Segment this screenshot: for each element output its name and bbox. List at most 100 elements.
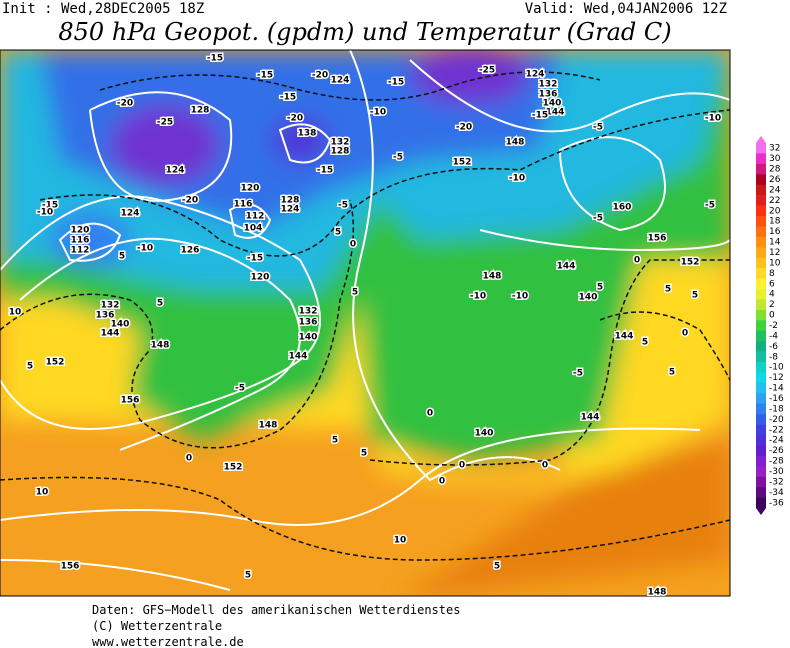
geopotential-label: 116	[234, 200, 253, 210]
geopotential-label: 116	[71, 236, 90, 246]
geopotential-label: 136	[96, 311, 115, 321]
geopotential-label: 156	[61, 562, 80, 572]
temperature-label: 0	[439, 477, 445, 487]
geopotential-label: 136	[299, 318, 318, 328]
temperature-label: -25	[157, 118, 173, 128]
temperature-label: 5	[642, 338, 648, 348]
colorbar-label: -10	[769, 363, 784, 373]
footer-line: Daten: GFS−Modell des amerikanischen Wet…	[92, 603, 460, 617]
colorbar-swatch	[756, 403, 766, 415]
temperature-label: 5	[692, 291, 698, 301]
colorbar-swatch	[756, 372, 766, 384]
temperature-label: 5	[335, 228, 341, 238]
colorbar-swatch	[756, 455, 766, 467]
colorbar-label: 12	[769, 248, 780, 258]
colorbar-swatch	[756, 424, 766, 436]
geopotential-label: 144	[615, 332, 634, 342]
temperature-label: 5	[119, 252, 125, 262]
geopotential-label: 148	[483, 272, 502, 282]
geopotential-label: 120	[251, 273, 270, 283]
temperature-label: -5	[393, 153, 403, 163]
colorbar-label: -22	[769, 425, 784, 435]
geopotential-label: 140	[579, 293, 598, 303]
temperature-label: 10	[9, 308, 22, 318]
temperature-label: -15	[207, 54, 223, 64]
temperature-label: -10	[705, 114, 721, 124]
geopotential-label: 120	[241, 184, 260, 194]
colorbar-swatch	[756, 351, 766, 363]
temperature-label: -20	[182, 196, 198, 206]
temperature-label: 5	[361, 449, 367, 459]
temperature-label: 5	[245, 571, 251, 581]
geopotential-label: 140	[475, 429, 494, 439]
temperature-label: -5	[705, 201, 715, 211]
temperature-label: 5	[352, 288, 358, 298]
temperature-label: -5	[338, 201, 348, 211]
colorbar-label: -26	[769, 446, 784, 456]
temperature-label: -10	[370, 108, 386, 118]
colorbar-label: 2	[769, 300, 775, 310]
temperature-label: -25	[479, 66, 495, 76]
geopotential-label: 138	[298, 129, 317, 139]
map-frame	[0, 49, 731, 597]
geopotential-label: 112	[71, 246, 90, 256]
colorbar-swatch	[756, 476, 766, 488]
geopotential-label: 124	[121, 209, 140, 219]
colorbar-label: -34	[769, 488, 784, 498]
temperature-label: 0	[634, 256, 640, 266]
colorbar-swatch	[756, 247, 766, 259]
temperature-label: 0	[350, 240, 356, 250]
geopotential-label: 124	[331, 76, 350, 86]
colorbar-label: -36	[769, 498, 784, 508]
colorbar-label: 30	[769, 154, 781, 164]
colorbar-swatch	[756, 268, 766, 279]
temperature-label: -20	[117, 99, 133, 109]
geopotential-label: 156	[648, 234, 667, 244]
temperature-label: -15	[247, 254, 263, 264]
colorbar-label: -16	[769, 394, 784, 404]
temperature-label: 0	[542, 461, 548, 471]
footer-line: (C) Wetterzentrale	[92, 619, 222, 633]
geopotential-label: 124	[166, 166, 185, 176]
geopotential-label: 132	[539, 80, 558, 90]
colorbar-label: -32	[769, 477, 784, 487]
geopotential-label: 144	[546, 108, 565, 118]
colorbar-label: 32	[769, 144, 780, 154]
colorbar-label: -4	[769, 331, 778, 341]
temperature-label: -15	[532, 111, 548, 121]
geopotential-label: 128	[191, 106, 210, 116]
geopotential-label: 120	[71, 226, 90, 236]
colorbar-label: 26	[769, 175, 781, 185]
colorbar-swatch	[756, 466, 766, 478]
temperature-label: -10	[470, 292, 486, 302]
colorbar-swatch	[756, 257, 766, 269]
colorbar-label: 6	[769, 279, 775, 289]
colorbar-swatch	[756, 341, 766, 352]
temperature-label: 0	[459, 461, 465, 471]
colorbar-swatch	[756, 382, 766, 394]
colorbar-label: -28	[769, 457, 784, 467]
colorbar-swatch	[756, 330, 766, 342]
geopotential-label: 104	[244, 224, 263, 234]
colorbar-swatch	[756, 143, 766, 154]
geopotential-label: 128	[331, 147, 350, 157]
temperature-label: 5	[332, 436, 338, 446]
geopotential-label: 148	[506, 138, 525, 148]
colorbar-label: 4	[769, 290, 775, 300]
temperature-label: -5	[593, 123, 603, 133]
geopotential-label: 144	[557, 262, 576, 272]
geopotential-label: 144	[289, 352, 308, 362]
temperature-label: 5	[494, 562, 500, 572]
temperature-label: 5	[665, 285, 671, 295]
colorbar-label: -8	[769, 352, 778, 362]
temperature-label: -15	[257, 71, 273, 81]
colorbar-label: 18	[769, 217, 781, 227]
valid-time: Valid: Wed,04JAN2006 12Z	[525, 1, 727, 17]
temperature-label: 0	[186, 454, 192, 464]
colorbar-label: 22	[769, 196, 780, 206]
colorbar-label: 28	[769, 165, 781, 175]
colorbar-swatch	[756, 435, 766, 446]
colorbar-label: 14	[769, 238, 781, 248]
geopotential-label: 148	[648, 588, 667, 598]
